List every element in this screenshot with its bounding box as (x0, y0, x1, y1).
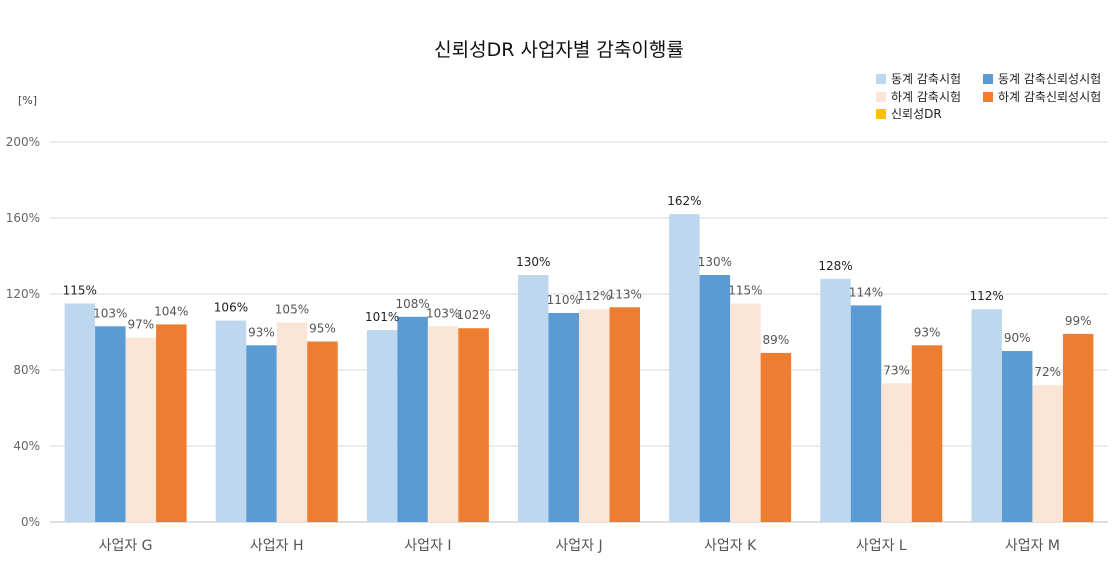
data-label: 93% (914, 325, 941, 339)
data-label: 130% (516, 255, 550, 269)
data-label: 162% (667, 194, 701, 208)
bar (95, 326, 126, 522)
x-tick-label: 사업자 L (856, 538, 907, 554)
data-label: 115% (728, 284, 762, 298)
y-tick-label: 160% (6, 211, 40, 225)
bar (850, 305, 882, 522)
bar (911, 345, 943, 522)
data-label: 103% (93, 306, 127, 320)
legend-swatch (876, 74, 886, 84)
bar (1001, 351, 1033, 522)
bar (730, 303, 761, 522)
y-tick-label: 80% (13, 363, 40, 377)
data-label: 90% (1004, 331, 1031, 345)
legend-label: 신뢰성DR (891, 107, 942, 121)
x-tick-label: 사업자 H (250, 538, 304, 554)
x-tick-label: 사업자 J (555, 538, 602, 554)
x-tick-label: 사업자 G (99, 538, 153, 554)
chart-title: 신뢰성DR 사업자별 감축이행률 (434, 39, 684, 61)
data-label: 130% (698, 255, 732, 269)
bar (1062, 333, 1094, 522)
bar (215, 320, 247, 522)
data-label: 115% (63, 284, 97, 298)
legend-label: 동계 감축시험 (891, 72, 961, 86)
legend-label: 동계 감축신뢰성시험 (998, 72, 1101, 86)
bar (609, 307, 640, 522)
bar (669, 214, 700, 522)
bars (64, 214, 1094, 522)
bar (125, 337, 157, 522)
data-label: 128% (818, 259, 852, 273)
bar (156, 324, 187, 522)
data-label: 112% (577, 289, 611, 303)
bar (458, 328, 489, 522)
legend-swatch (983, 92, 993, 102)
bar (971, 309, 1002, 522)
bar (276, 322, 308, 522)
bar (760, 352, 792, 522)
y-tick-label: 40% (13, 439, 40, 453)
x-axis-ticks: 사업자 G 사업자 H 사업자 I 사업자 J 사업자 K 사업자 L 사업자 M (99, 538, 1060, 554)
data-label: 113% (608, 287, 642, 301)
bar (427, 326, 459, 522)
data-label: 101% (365, 310, 399, 324)
x-tick-label: 사업자 I (404, 538, 451, 554)
data-label: 104% (154, 304, 188, 318)
data-label: 99% (1065, 314, 1092, 328)
y-tick-label: 0% (21, 515, 40, 529)
x-tick-label: 사업자 M (1005, 538, 1060, 554)
data-label: 72% (1034, 365, 1061, 379)
bar (1032, 385, 1063, 522)
y-tick-label: 200% (6, 135, 40, 149)
bar (246, 345, 277, 522)
bar (518, 275, 549, 522)
data-label: 89% (763, 333, 790, 347)
data-label: 103% (426, 306, 460, 320)
legend-swatch (876, 109, 886, 119)
x-tick-label: 사업자 K (704, 538, 757, 554)
data-label: 112% (970, 289, 1004, 303)
bar (64, 303, 96, 522)
bar (699, 275, 731, 522)
bar (579, 309, 610, 522)
legend-label: 하계 감축신뢰성시험 (998, 90, 1101, 104)
legend-swatch (983, 74, 993, 84)
data-label: 97% (127, 318, 154, 332)
data-label: 105% (275, 303, 309, 317)
y-tick-label: 120% (6, 287, 40, 301)
data-label: 110% (547, 293, 581, 307)
data-label: 102% (456, 308, 490, 322)
bar (366, 330, 398, 522)
legend-swatch (876, 92, 886, 102)
data-label: 93% (248, 325, 275, 339)
legend-label: 하계 감축시험 (891, 90, 961, 104)
bar (307, 341, 338, 522)
data-label: 73% (883, 363, 910, 377)
bar (548, 313, 579, 522)
bar (820, 278, 851, 522)
data-label: 106% (214, 301, 248, 315)
data-labels: 115%103%97%104% 106%93%105%95%101%108%103… (63, 194, 1092, 379)
data-label: 114% (849, 285, 883, 299)
bar (881, 383, 912, 522)
data-label: 108% (395, 297, 429, 311)
y-axis-ticks: 0% 40% 80% 120% 160% 200% (6, 135, 40, 529)
y-axis-unit: [%] (18, 94, 37, 107)
data-label: 95% (309, 322, 336, 336)
bar (397, 316, 428, 522)
